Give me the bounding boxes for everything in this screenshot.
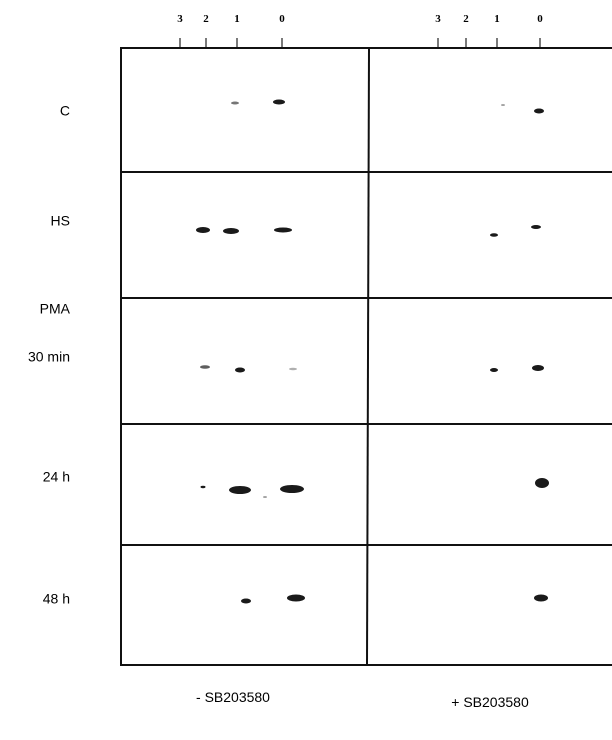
condition-label: + SB203580	[451, 694, 529, 710]
lane-tick-label: 3	[435, 13, 441, 25]
blot-spots	[196, 100, 549, 604]
lane-tick-label: 2	[203, 13, 209, 25]
row-label: 30 min	[28, 349, 70, 365]
lane-tick-label: 3	[177, 13, 183, 25]
row-label: HS	[51, 213, 70, 229]
condition-label: - SB203580	[196, 689, 270, 705]
tick-marks	[180, 38, 540, 48]
lane-tick-label: 0	[537, 13, 543, 25]
figure: 3 2 1 0 3 2 1 0	[0, 0, 612, 740]
blot-grid	[120, 48, 612, 665]
row-label: 24 h	[43, 469, 70, 485]
row-label: 48 h	[43, 591, 70, 607]
lane-tick-label: 2	[463, 13, 469, 25]
lane-tick-label: 1	[494, 13, 500, 25]
lane-tick-label: 0	[279, 13, 285, 25]
row-label: PMA	[40, 301, 71, 317]
row-label: C	[60, 103, 70, 119]
lane-tick-label: 1	[234, 13, 240, 25]
